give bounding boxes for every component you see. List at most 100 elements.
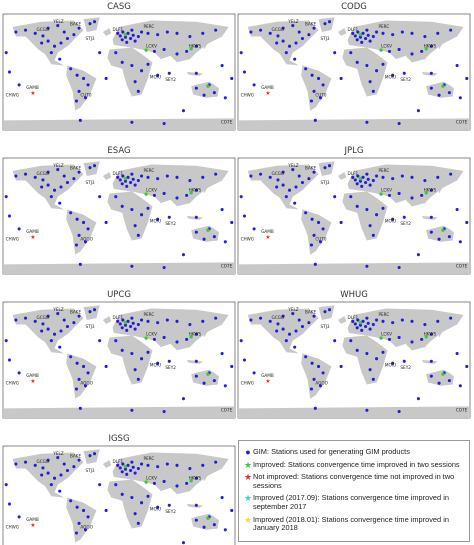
station-label: YELZ — [287, 307, 299, 312]
legend-item: ★ Improved (2018.01): Stations convergenc… — [243, 514, 465, 533]
station-label: AGGO — [80, 236, 93, 241]
station-label: CHWG — [241, 92, 254, 97]
legend-label: GIM: Stations used for generating GIM pr… — [253, 447, 410, 456]
station-label: CUT0 — [315, 236, 327, 241]
station-label: STJ3 — [85, 180, 94, 185]
station-label: MOIU — [150, 74, 161, 79]
station-label: LCKV — [146, 188, 157, 193]
station-label: CHWG — [6, 92, 19, 97]
station-label: PERC — [378, 168, 389, 173]
station-label: CO7E — [221, 264, 233, 269]
station-label: GAMB — [261, 373, 274, 378]
station-label: GAMB — [26, 373, 39, 378]
station-label: CUT0 — [80, 92, 92, 97]
station-label: AGGO — [315, 380, 328, 385]
station-label: SEY2 — [400, 365, 411, 370]
station-label: GAMB — [26, 229, 39, 234]
station-label: HKWS — [189, 188, 202, 193]
station-label: GCGO — [272, 27, 285, 32]
station-label: DLF1 — [348, 27, 359, 32]
legend-item: ★ Not improved: Stations convergence time… — [243, 472, 465, 490]
station-label: SEY2 — [165, 509, 176, 514]
station-label: YELZ — [287, 163, 299, 168]
station-label: GAMB — [261, 85, 274, 90]
station-label: CO7E — [221, 120, 233, 125]
legend-label: Improved (2018.01): Stations convergence… — [253, 514, 449, 533]
station-marker: ★ — [265, 234, 270, 241]
station-label: DLF1 — [348, 315, 359, 320]
station-label: HKWS — [189, 476, 202, 481]
station-label: MOIU — [150, 362, 161, 367]
station-label: PERC — [378, 24, 389, 29]
station-label: YELZ — [52, 19, 64, 24]
station-label: LCKV — [146, 44, 157, 49]
station-label: STJ3 — [85, 36, 94, 41]
station-label: YELZ — [52, 163, 64, 168]
legend: ● GIM: Stations used for generating GIM p… — [238, 440, 470, 542]
panel-title: CODG — [341, 2, 367, 12]
station-label: GAMB — [26, 517, 39, 522]
station-label: BAKE — [70, 166, 81, 171]
station-label: GCGO — [272, 315, 285, 320]
panel-title: IGSG — [108, 434, 129, 444]
station-label: LCKV — [146, 476, 157, 481]
station-label: PERC — [143, 168, 154, 173]
station-label: PERC — [143, 456, 154, 461]
station-label: PERC — [378, 312, 389, 317]
legend-item: ● GIM: Stations used for generating GIM p… — [243, 447, 465, 457]
station-label: SEY2 — [165, 77, 176, 82]
station-label: BAKE — [305, 310, 316, 315]
station-label: PERC — [143, 24, 154, 29]
station-marker: ★ — [265, 378, 270, 385]
legend-label: Improved: Stations convergence time impr… — [253, 459, 460, 469]
legend-label: Improved (2017.09): Stations convergence… — [253, 493, 449, 511]
station-label: AGGO — [80, 380, 93, 385]
station-label: STJ3 — [85, 468, 94, 473]
station-label: YELZ — [52, 451, 64, 456]
station-label: MOIU — [385, 218, 396, 223]
station-label: LCKV — [381, 332, 392, 337]
station-label: GCGO — [272, 171, 285, 176]
legend-label: Not improved: Stations convergence time … — [253, 472, 455, 490]
station-label: DLF1 — [113, 27, 124, 32]
station-marker: ★ — [265, 90, 270, 97]
station-label: CHWG — [6, 380, 19, 385]
station-label: GAMB — [261, 229, 274, 234]
station-label: GAMB — [26, 85, 39, 90]
panel-title: UPCG — [107, 290, 131, 300]
station-label: CO7E — [221, 408, 233, 413]
station-label: STJ3 — [320, 180, 329, 185]
station-label: SEY2 — [165, 365, 176, 370]
station-label: GCGO — [37, 315, 50, 320]
station-label: CHWG — [241, 380, 254, 385]
station-label: CO7E — [456, 408, 468, 413]
station-label: SEY2 — [165, 221, 176, 226]
station-label: MOIU — [385, 74, 396, 79]
legend-marker: ★ — [243, 459, 253, 470]
station-label: GCGO — [37, 27, 50, 32]
legend-item: ★ Improved: Stations convergence time imp… — [243, 459, 465, 470]
station-label: CO7E — [456, 120, 468, 125]
legend-marker: ★ — [243, 514, 253, 525]
station-label: STJ3 — [320, 36, 329, 41]
station-label: HKWS — [189, 332, 202, 337]
station-marker: ★ — [30, 234, 35, 241]
station-label: SEY2 — [400, 221, 411, 226]
station-label: BAKE — [70, 310, 81, 315]
station-marker: ★ — [30, 378, 35, 385]
station-label: BAKE — [70, 22, 81, 27]
station-label: HKWS — [189, 44, 202, 49]
station-label: DLF1 — [113, 459, 124, 464]
station-label: CO7E — [456, 264, 468, 269]
station-label: CHWG — [6, 236, 19, 241]
station-label: BAKE — [305, 22, 316, 27]
station-label: STJ3 — [320, 324, 329, 329]
station-label: YELZ — [287, 19, 299, 24]
